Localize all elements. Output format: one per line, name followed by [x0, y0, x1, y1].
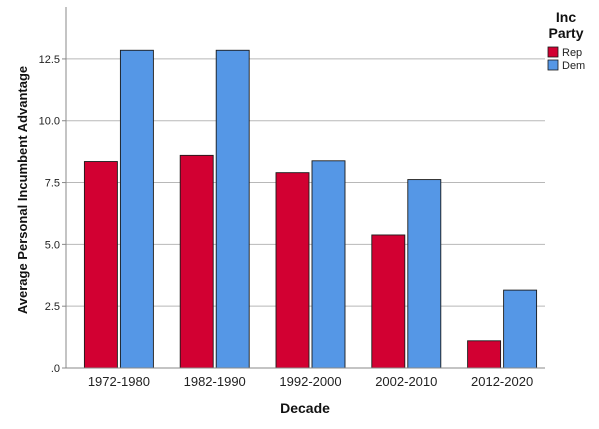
y-tick-label: 7.5: [45, 178, 60, 190]
legend-title-line2: Party: [548, 25, 583, 41]
x-tick-label: 2012-2020: [471, 374, 533, 389]
x-tick-label: 1982-1990: [184, 374, 246, 389]
y-axis-title: Average Personal Incumbent Advantage: [15, 66, 30, 314]
y-tick-label: 5.0: [45, 239, 60, 251]
bar-dem: [407, 179, 442, 369]
x-tick-label: 1972-1980: [88, 374, 150, 389]
bar-rep: [179, 154, 214, 369]
bar-rep: [467, 340, 502, 369]
y-tick-label: .0: [51, 363, 60, 375]
legend-swatch-dem: [547, 59, 559, 71]
x-tick-label: 1992-2000: [279, 374, 341, 389]
bars: [83, 49, 538, 369]
bar-rep: [83, 161, 118, 369]
bar-dem: [215, 49, 250, 369]
x-tick-label: 2002-2010: [375, 374, 437, 389]
y-tick-label: 12.5: [39, 54, 60, 66]
y-tick-labels: .0 2.5 5.0 7.5 10.0 12.5: [39, 54, 66, 375]
bar-dem: [119, 49, 154, 369]
y-tick-label: 2.5: [45, 301, 60, 313]
legend-label-dem: Dem: [562, 60, 585, 72]
y-tick-label: 10.0: [39, 116, 60, 128]
bar-dem: [311, 160, 346, 369]
bar-rep: [371, 234, 406, 369]
bar-rep: [275, 172, 310, 369]
legend-title-line1: Inc: [556, 9, 576, 25]
x-axis-title: Decade: [280, 400, 330, 416]
x-tick-labels: 1972-1980 1982-1990 1992-2000 2002-2010 2012…: [88, 374, 533, 389]
bar-dem: [503, 289, 538, 369]
legend-swatch-rep: [547, 46, 559, 58]
legend-label-rep: Rep: [562, 47, 582, 59]
